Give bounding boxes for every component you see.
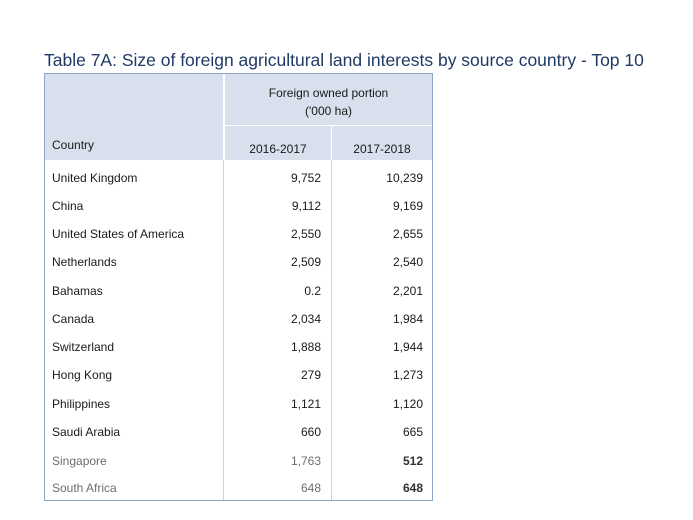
- table-title: Table 7A: Size of foreign agricultural l…: [44, 50, 644, 70]
- value-2017-2018-cell: 1,944: [392, 340, 423, 354]
- country-cell: Philippines: [52, 397, 111, 411]
- value-2017-2018-cell: 648: [402, 481, 423, 495]
- value-2016-2017-cell: 279: [300, 368, 321, 382]
- value-2016-2017-cell: 2,509: [290, 255, 321, 269]
- value-2017-2018-cell: 665: [402, 425, 423, 439]
- table-row: Hong Kong 279 1,273: [45, 361, 432, 389]
- header-divider: [225, 125, 432, 126]
- group-header-line1: Foreign owned portion: [268, 86, 389, 100]
- table-row: Netherlands 2,509 2,540: [45, 248, 432, 276]
- table-row: South Africa 648 648: [45, 474, 432, 502]
- value-2016-2017-cell: 1,763: [290, 454, 321, 468]
- header-divider: [223, 74, 225, 160]
- country-cell: Switzerland: [52, 340, 115, 354]
- country-cell: China: [52, 199, 84, 213]
- country-cell: United Kingdom: [52, 171, 138, 185]
- table-row: United Kingdom 9,752 10,239: [45, 164, 432, 192]
- header-divider: [331, 126, 332, 160]
- group-header-line2: ('000 ha): [305, 104, 352, 118]
- table-row: China 9,112 9,169: [45, 192, 432, 220]
- land-interests-table: Foreign owned portion ('000 ha) Country …: [44, 73, 433, 501]
- table-row: United States of America 2,550 2,655: [45, 220, 432, 248]
- table-row: Singapore 1,763 512: [45, 447, 432, 475]
- country-cell: Singapore: [52, 454, 107, 468]
- value-2016-2017-cell: 2,550: [290, 227, 321, 241]
- value-2016-2017-cell: 0.2: [304, 284, 321, 298]
- country-cell: Hong Kong: [52, 368, 113, 382]
- value-2016-2017-cell: 648: [300, 481, 321, 495]
- column-divider: [223, 160, 224, 500]
- column-header-2017-2018: 2017-2018: [353, 142, 411, 156]
- value-2017-2018-cell: 9,169: [392, 199, 423, 213]
- table-row: Switzerland 1,888 1,944: [45, 333, 432, 361]
- country-cell: South Africa: [52, 481, 117, 495]
- value-2016-2017-cell: 1,888: [290, 340, 321, 354]
- value-2016-2017-cell: 1,121: [290, 397, 321, 411]
- value-2016-2017-cell: 2,034: [290, 312, 321, 326]
- column-header-2016-2017: 2016-2017: [249, 142, 307, 156]
- value-2017-2018-cell: 512: [402, 454, 423, 468]
- value-2017-2018-cell: 2,540: [392, 255, 423, 269]
- country-cell: Saudi Arabia: [52, 425, 121, 439]
- value-2017-2018-cell: 1,984: [392, 312, 423, 326]
- column-divider: [331, 160, 332, 500]
- table-row: Saudi Arabia 660 665: [45, 418, 432, 446]
- country-cell: United States of America: [52, 227, 185, 241]
- value-2016-2017-cell: 9,112: [291, 199, 321, 213]
- value-2017-2018-cell: 1,273: [392, 368, 423, 382]
- country-cell: Canada: [52, 312, 95, 326]
- value-2016-2017-cell: 9,752: [290, 171, 321, 185]
- value-2017-2018-cell: 2,201: [392, 284, 423, 298]
- table-row: Philippines 1,121 1,120: [45, 390, 432, 418]
- country-cell: Bahamas: [52, 284, 103, 298]
- value-2017-2018-cell: 2,655: [392, 227, 423, 241]
- country-cell: Netherlands: [52, 255, 117, 269]
- table-row: Canada 2,034 1,984: [45, 305, 432, 333]
- value-2017-2018-cell: 1,120: [392, 397, 423, 411]
- table-header: Foreign owned portion ('000 ha) Country …: [45, 74, 432, 160]
- value-2017-2018-cell: 10,239: [386, 171, 423, 185]
- table-row: Bahamas 0.2 2,201: [45, 277, 432, 305]
- group-header: Foreign owned portion ('000 ha): [225, 84, 432, 120]
- value-2016-2017-cell: 660: [300, 425, 321, 439]
- column-header-country: Country: [52, 138, 95, 152]
